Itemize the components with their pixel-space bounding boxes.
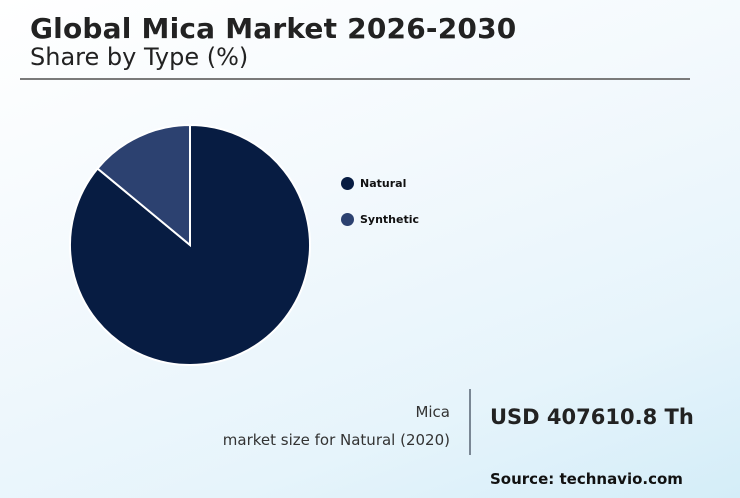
stat-description: Mica market size for Natural (2020) xyxy=(223,398,450,454)
source-credit: Source: technavio.com xyxy=(490,470,683,488)
legend: Natural Synthetic xyxy=(341,175,419,247)
legend-label: Synthetic xyxy=(360,212,420,226)
chart-subtitle: Share by Type (%) xyxy=(30,43,249,71)
chart-title: Global Mica Market 2026-2030 xyxy=(30,12,517,45)
legend-dot-natural-icon xyxy=(341,176,354,190)
pie-slice-synthetic xyxy=(96,123,191,248)
stat-divider xyxy=(469,389,471,455)
header-divider xyxy=(20,78,690,80)
stat-value: USD 407610.8 Th xyxy=(490,405,694,429)
stat-line-2: market size for Natural (2020) xyxy=(222,431,450,449)
legend-item-natural: Natural xyxy=(341,175,419,191)
pie-chart xyxy=(69,123,311,366)
legend-label: Natural xyxy=(360,176,407,190)
legend-dot-synthetic-icon xyxy=(341,212,354,226)
legend-item-synthetic: Synthetic xyxy=(341,211,419,227)
stat-line-1: Mica xyxy=(415,403,450,421)
